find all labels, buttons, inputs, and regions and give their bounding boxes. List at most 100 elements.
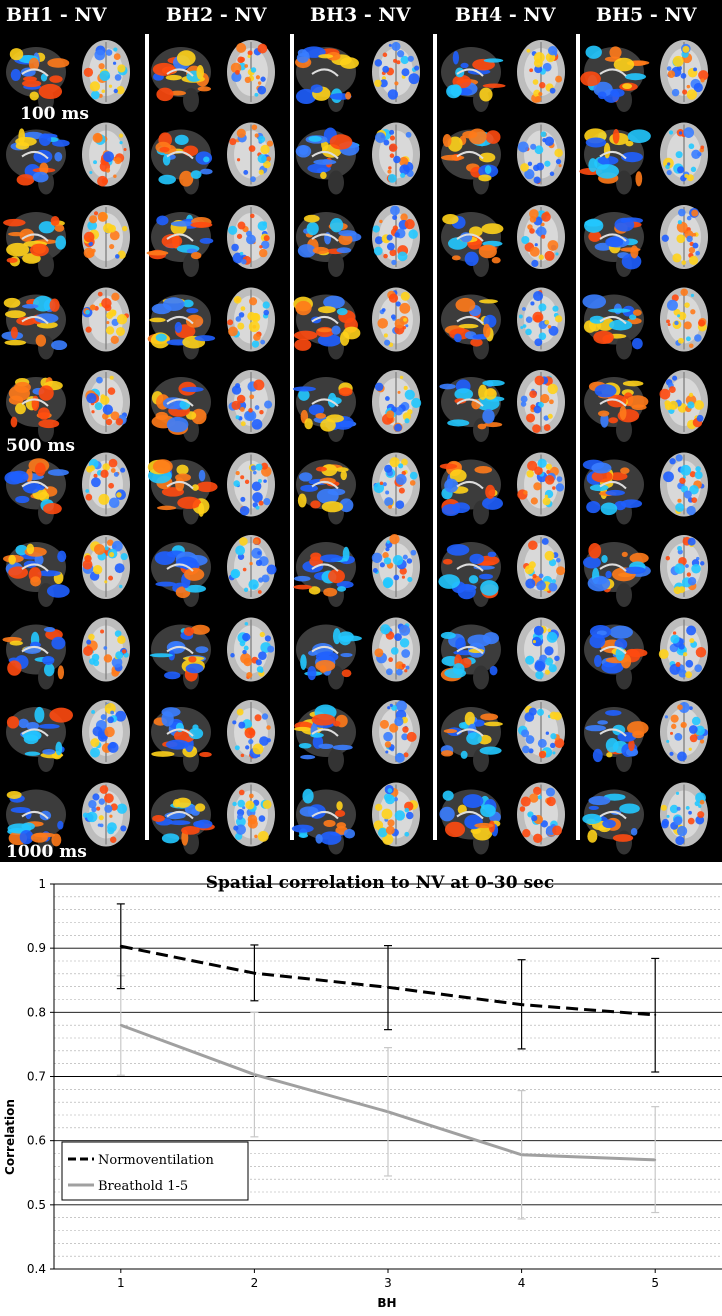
y-tick-label: 0.9 — [27, 941, 46, 955]
axial-slice — [227, 782, 275, 847]
sagittal-slice — [439, 377, 505, 442]
axial-slice — [82, 535, 130, 599]
column-divider — [290, 34, 294, 840]
axial-slice — [82, 370, 130, 434]
sagittal-slice — [293, 704, 356, 772]
y-tick-label: 0.4 — [27, 1262, 46, 1276]
brain-slices-grid — [1, 40, 709, 855]
axial-slice — [82, 40, 130, 104]
axial-slice — [660, 40, 709, 104]
axial-slice — [517, 40, 565, 104]
data-point — [387, 1110, 389, 1113]
y-tick-label: 1 — [38, 877, 46, 891]
axial-slice — [660, 700, 709, 764]
chart-axes: 0.4 0.5 0.6 0.7 0.8 0.9 1 1 2 3 4 5 — [27, 877, 722, 1290]
column-header-bh1: BH1 - NV — [6, 4, 107, 26]
axial-slice — [660, 287, 708, 352]
chart-background — [0, 862, 722, 1312]
axial-slice — [372, 287, 420, 352]
data-point — [520, 1003, 523, 1006]
sagittal-slice — [295, 46, 359, 112]
axial-slice — [517, 617, 565, 682]
sagittal-slice — [583, 542, 651, 607]
sagittal-slice — [3, 212, 67, 277]
axial-slice — [517, 535, 566, 599]
axial-slice — [82, 617, 130, 682]
chart-marks — [116, 903, 660, 1220]
axial-slice — [372, 782, 420, 847]
legend-label-normoventilation: Normoventilation — [98, 1153, 214, 1168]
axial-slice — [517, 287, 565, 352]
axial-slice — [660, 122, 708, 187]
data-point — [520, 1153, 523, 1156]
sagittal-slice — [151, 47, 212, 112]
sagittal-slice — [584, 212, 644, 277]
sagittal-slice — [440, 624, 501, 690]
axial-slice — [227, 700, 275, 764]
axial-slice — [372, 617, 420, 682]
sagittal-slice — [582, 459, 644, 525]
sagittal-slice — [439, 459, 504, 525]
sagittal-slice — [293, 542, 356, 607]
sagittal-slice — [292, 377, 357, 442]
sagittal-slice — [6, 128, 70, 195]
column-divider — [576, 34, 580, 840]
axial-slice — [517, 452, 565, 517]
axial-slice — [660, 535, 708, 599]
axial-slice — [517, 370, 565, 434]
sagittal-slice — [438, 542, 501, 607]
data-point — [387, 986, 389, 989]
sagittal-slice — [296, 212, 362, 277]
sagittal-slice — [151, 789, 215, 855]
sagittal-slice — [293, 294, 361, 360]
axial-slice — [659, 370, 708, 434]
axial-slice — [227, 535, 277, 599]
axial-slice — [82, 452, 130, 517]
x-tick-label: 2 — [251, 1276, 259, 1290]
correlation-chart: Spatial correlation to NV at 0-30 sec Co… — [0, 862, 722, 1312]
axial-slice — [82, 700, 130, 764]
sagittal-slice — [147, 294, 216, 360]
data-point — [253, 972, 256, 975]
sagittal-slice — [439, 789, 501, 855]
time-label-500ms: 500 ms — [6, 436, 75, 456]
axial-slice — [82, 782, 130, 847]
column-header-bh3: BH3 - NV — [310, 4, 411, 26]
axial-slice — [658, 617, 708, 682]
axial-slice — [660, 782, 708, 847]
data-point — [654, 1013, 657, 1016]
axial-slice — [517, 122, 565, 187]
sagittal-slice — [440, 707, 503, 772]
sagittal-slice — [579, 128, 651, 195]
sagittal-slice — [441, 47, 506, 112]
sagittal-slice — [295, 127, 360, 195]
axial-slice — [372, 122, 420, 187]
sagittal-slice — [151, 129, 213, 195]
legend-label-breathold: Breathold 1-5 — [98, 1179, 188, 1194]
column-header-bh4: BH4 - NV — [455, 4, 556, 26]
sagittal-slice — [6, 789, 66, 855]
axial-slice — [372, 452, 420, 517]
axial-slice — [372, 370, 422, 434]
data-point — [119, 945, 122, 948]
y-tick-label: 0.5 — [27, 1198, 46, 1212]
axial-slice — [82, 122, 130, 187]
axial-slice — [227, 370, 275, 434]
chart-legend: Normoventilation Breathold 1-5 — [61, 1141, 249, 1201]
sagittal-slice — [1, 294, 68, 360]
sagittal-slice — [296, 624, 362, 690]
axial-slice — [517, 205, 565, 269]
column-header-bh2: BH2 - NV — [166, 4, 267, 26]
data-point — [119, 1024, 122, 1027]
sagittal-slice — [584, 707, 649, 772]
axial-slice — [227, 617, 275, 682]
axial-slice — [82, 287, 130, 352]
sagittal-slice — [6, 47, 70, 112]
sagittal-slice — [149, 624, 211, 690]
x-tick-label: 3 — [384, 1276, 392, 1290]
axial-slice — [517, 782, 565, 847]
column-header-bh5: BH5 - NV — [596, 4, 697, 26]
sagittal-slice — [291, 788, 356, 855]
sagittal-slice — [441, 212, 504, 277]
axial-slice — [227, 40, 275, 104]
